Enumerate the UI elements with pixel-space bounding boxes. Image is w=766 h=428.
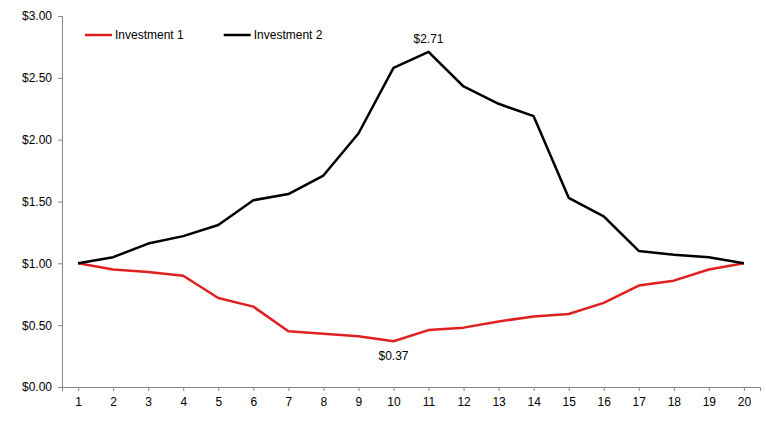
y-tick-mark (58, 140, 62, 141)
y-axis-line (58, 17, 63, 388)
y-tick-mark (58, 16, 62, 17)
x-tick-mark (323, 387, 324, 391)
x-tick-mark (113, 387, 114, 391)
x-tick-mark (709, 387, 710, 391)
x-tick-mark (78, 387, 79, 391)
y-tick-label: $0.00 (22, 380, 52, 394)
x-tick: 12 (457, 387, 471, 409)
x-tick: 15 (563, 387, 577, 409)
x-tick-mark (393, 387, 394, 391)
y-tick: $2.00 (22, 133, 62, 147)
x-tick-mark (499, 387, 500, 391)
x-axis-line (63, 388, 761, 392)
x-tick-label: 4 (180, 395, 187, 409)
x-tick-mark (253, 387, 254, 391)
x-tick-label: 11 (423, 395, 436, 409)
legend-label: Investment 2 (254, 28, 323, 42)
x-tick-label: 9 (356, 395, 363, 409)
x-tick-label: 5 (215, 395, 222, 409)
x-tick-label: 8 (321, 395, 328, 409)
y-tick-label: $1.50 (22, 195, 52, 209)
x-tick: 11 (423, 387, 436, 409)
x-tick-label: 20 (738, 395, 752, 409)
annotation: $0.37 (378, 349, 408, 363)
x-axis: 1234567891011121314151617181920 (63, 387, 761, 409)
x-tick-mark (569, 387, 570, 391)
x-tick: 7 (286, 387, 293, 409)
y-tick-label: $0.50 (22, 319, 52, 333)
x-tick-mark (148, 387, 149, 391)
x-tick-mark (218, 387, 219, 391)
x-tick-label: 3 (145, 395, 152, 409)
x-tick-label: 18 (668, 395, 682, 409)
x-tick: 8 (321, 387, 328, 409)
y-tick-mark (58, 325, 62, 326)
legend-swatch (224, 34, 251, 37)
legend: Investment 1 Investment 2 (85, 28, 323, 42)
chart-container: $0.00$0.50$1.00$1.50$2.00$2.50$3.0012345… (0, 0, 766, 428)
x-tick: 16 (598, 387, 612, 409)
y-tick-mark (58, 387, 62, 388)
y-tick-label: $3.00 (22, 9, 52, 23)
annotation: $2.71 (414, 32, 444, 46)
y-tick-label: $1.00 (22, 257, 52, 271)
x-tick: 3 (145, 387, 152, 409)
x-tick-label: 1 (75, 395, 82, 409)
x-tick: 13 (492, 387, 506, 409)
x-tick-label: 14 (527, 395, 541, 409)
x-tick-mark (674, 387, 675, 391)
y-tick: $2.50 (22, 71, 62, 85)
x-tick-mark (464, 387, 465, 391)
x-tick: 20 (738, 387, 752, 409)
x-tick: 14 (527, 387, 541, 409)
x-tick-label: 12 (457, 395, 471, 409)
y-tick: $0.50 (22, 319, 62, 333)
x-tick-label: 17 (633, 395, 647, 409)
x-tick-mark (639, 387, 640, 391)
x-tick: 18 (668, 387, 682, 409)
y-tick: $1.50 (22, 195, 62, 209)
x-tick: 4 (180, 387, 187, 409)
legend-item: Investment 2 (224, 28, 323, 42)
x-tick-label: 16 (598, 395, 612, 409)
y-tick: $3.00 (22, 9, 62, 23)
chart-svg: $0.00$0.50$1.00$1.50$2.00$2.50$3.0012345… (0, 0, 766, 428)
x-tick: 17 (633, 387, 647, 409)
x-tick-mark (288, 387, 289, 391)
legend-swatch (85, 34, 112, 37)
x-tick-mark (183, 387, 184, 391)
x-tick-label: 10 (387, 395, 401, 409)
y-tick-label: $2.50 (22, 71, 52, 85)
y-tick: $1.00 (22, 257, 62, 271)
x-tick-mark (744, 387, 745, 391)
x-tick-label: 19 (703, 395, 717, 409)
x-tick-mark (534, 387, 535, 391)
x-tick-mark (358, 387, 359, 391)
x-tick: 9 (356, 387, 363, 409)
x-tick-label: 2 (110, 395, 117, 409)
x-tick-label: 7 (286, 395, 293, 409)
x-tick: 19 (703, 387, 717, 409)
y-axis: $0.00 $0.50 $1.00 $1.50 $2.00 $2.50 $3.00 (22, 9, 63, 394)
legend-item: Investment 1 (85, 28, 184, 42)
x-tick: 6 (250, 387, 257, 409)
x-tick: 1 (75, 387, 82, 409)
x-tick: 2 (110, 387, 117, 409)
y-tick-mark (58, 78, 62, 79)
y-tick: $0.00 (22, 380, 62, 394)
x-tick-label: 13 (492, 395, 506, 409)
series-line (78, 52, 744, 263)
y-tick-label: $2.00 (22, 133, 52, 147)
legend-label: Investment 1 (115, 28, 184, 42)
y-tick-mark (58, 263, 62, 264)
x-tick-mark (429, 387, 430, 391)
y-tick-mark (58, 202, 62, 203)
series-line (78, 263, 744, 341)
x-tick: 5 (215, 387, 222, 409)
x-tick-mark (604, 387, 605, 391)
plot-area (78, 52, 744, 341)
x-tick-label: 15 (563, 395, 577, 409)
x-tick: 10 (387, 387, 401, 409)
x-tick-label: 6 (250, 395, 257, 409)
